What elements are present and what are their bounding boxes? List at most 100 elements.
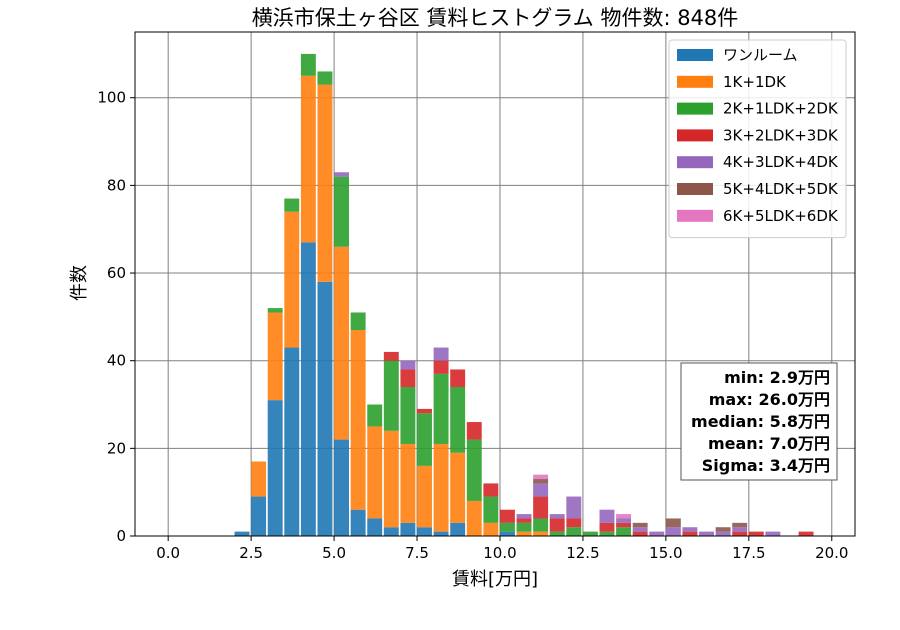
bars	[234, 53, 814, 536]
bar-segment	[334, 176, 350, 247]
bar-segment	[616, 514, 632, 519]
bar-segment	[732, 522, 748, 528]
bar-segment	[450, 522, 466, 536]
chart-title: 横浜市保土ヶ谷区 賃料ヒストグラム 物件数: 848件	[252, 6, 739, 30]
bar-segment	[400, 360, 416, 370]
legend-swatch	[677, 209, 713, 222]
y-tick-label: 20	[107, 439, 126, 457]
bar-segment	[682, 527, 698, 532]
x-tick-label: 5.0	[322, 544, 346, 562]
bar-segment	[383, 430, 399, 528]
stats-line: Sigma: 3.4万円	[702, 456, 830, 475]
bar-segment	[367, 426, 383, 519]
bar-segment	[417, 465, 432, 528]
bar-segment	[715, 531, 731, 536]
bar-segment	[300, 53, 316, 76]
bar-segment	[417, 408, 432, 414]
y-tick-label: 40	[107, 352, 126, 370]
stats-box-frame	[680, 362, 838, 481]
bar-segment	[334, 172, 350, 177]
bar-segment	[616, 527, 632, 536]
bar-segment	[765, 531, 781, 536]
legend-label: 2K+1LDK+2DK	[723, 100, 839, 118]
bar-segment	[267, 400, 283, 536]
bar-segment	[732, 531, 748, 536]
bar-segment	[450, 452, 466, 523]
bar-segment	[350, 509, 366, 536]
bar-segment	[533, 474, 549, 480]
bar-segment	[400, 369, 416, 387]
bar-segment	[533, 479, 549, 484]
bar-segment	[433, 531, 449, 536]
x-tick-label: 15.0	[649, 544, 682, 562]
y-tick-label: 60	[107, 264, 126, 282]
legend-label: 1K+1DK	[723, 73, 787, 91]
bar-segment	[383, 360, 399, 431]
legend-box	[668, 39, 847, 239]
bar-segment	[549, 514, 565, 519]
bar-segment	[400, 386, 416, 444]
x-tick-label: 7.5	[405, 544, 429, 562]
bar-segment	[616, 518, 632, 523]
x-tick-label: 17.5	[732, 544, 765, 562]
bar-segment	[466, 439, 482, 501]
bar-segment	[251, 461, 267, 497]
bar-segment	[267, 312, 283, 401]
bar-segment	[383, 351, 399, 361]
legend-label: 3K+2LDK+3DK	[723, 126, 839, 144]
bar-segment	[350, 312, 366, 331]
bar-segment	[483, 483, 499, 497]
bar-segment	[433, 373, 449, 444]
x-tick-label: 20.0	[815, 544, 848, 562]
stats-line: mean: 7.0万円	[708, 434, 830, 453]
legend-label: ワンルーム	[723, 46, 798, 64]
legend-swatch	[677, 49, 713, 61]
bar-segment	[483, 522, 499, 536]
bar-segment	[466, 422, 482, 440]
bar-segment	[317, 71, 333, 85]
bar-segment	[732, 527, 748, 532]
legend-label: 6K+5LDK+6DK	[723, 207, 839, 225]
legend-swatch	[677, 183, 713, 195]
plot-frame	[134, 31, 856, 537]
bar-segment	[350, 330, 366, 510]
bar-segment	[533, 483, 549, 497]
bar-segment	[450, 369, 466, 387]
bar-segment	[566, 496, 582, 519]
bar-segment	[367, 404, 383, 427]
bar-segment	[499, 531, 515, 536]
y-tick-label: 0	[116, 527, 126, 545]
bar-segment	[632, 522, 648, 528]
legend-label: 5K+4LDK+5DK	[723, 180, 839, 198]
bar-segment	[699, 531, 714, 536]
y-tick-label: 100	[97, 89, 126, 107]
bar-segment	[549, 531, 565, 536]
bar-segment	[317, 281, 333, 536]
bar-segment	[317, 84, 333, 282]
bar-segment	[682, 531, 698, 536]
bar-segment	[234, 531, 250, 536]
bar-segment	[499, 509, 515, 523]
stats-box: min: 2.9万円 max: 26.0万円 median: 5.8万円 mean: …	[680, 362, 838, 481]
bar-segment	[665, 527, 681, 536]
bar-segment	[632, 531, 648, 536]
y-axis: 0 20 40 60 80 100	[97, 89, 135, 545]
bar-segment	[798, 531, 814, 536]
bar-segment	[367, 518, 383, 536]
bar-segment	[533, 518, 549, 532]
stats-line: median: 5.8万円	[691, 412, 830, 431]
x-axis: 0.0 2.5 5.0 7.5 10.0 12.5 15.0 17.5 20.0	[156, 536, 848, 562]
x-tick-label: 2.5	[239, 544, 263, 562]
bar-segment	[284, 198, 300, 212]
y-axis-label: 件数	[69, 265, 90, 301]
bar-segment	[533, 531, 549, 536]
bar-segment	[599, 531, 615, 536]
bar-segment	[549, 518, 565, 532]
bar-segment	[300, 242, 316, 536]
bar-segment	[284, 347, 300, 536]
x-tick-label: 0.0	[156, 544, 180, 562]
bar-segment	[300, 75, 316, 243]
bar-segment	[334, 246, 350, 440]
bar-segment	[649, 531, 665, 536]
